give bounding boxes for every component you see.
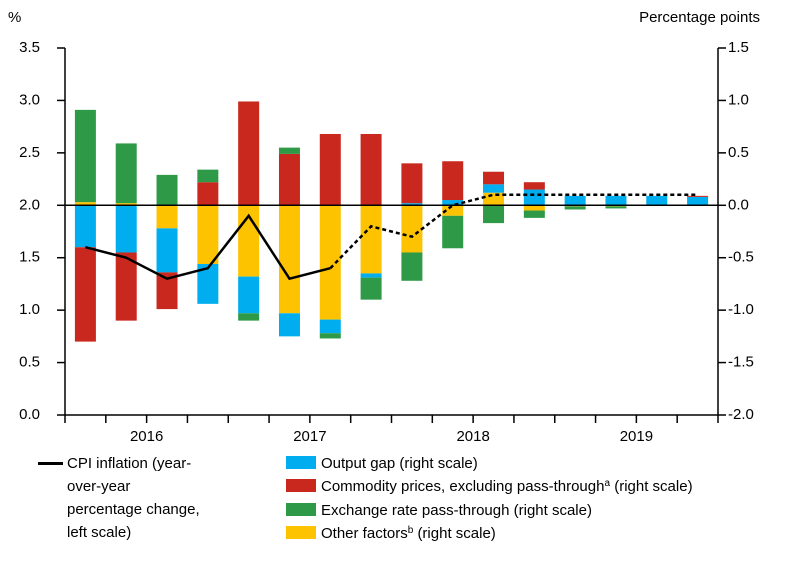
bar-segment [483,184,505,193]
legend-entry: Exchange rate pass-through (right scale) [286,499,592,522]
bar-segment [687,196,709,206]
bar-segment [483,205,505,224]
bar-segment [523,182,545,190]
bar-segment [197,169,219,183]
y-tick-label: 2.0 [19,196,40,213]
bar-segment [319,333,341,339]
legend-swatch [286,479,316,493]
bar-segment [197,205,219,265]
y2-tick-label: -2.0 [728,406,754,423]
bar-segment [360,273,382,278]
y2-tick-label: -0.5 [728,249,754,266]
bar-segment [278,313,300,337]
legend-swatch [286,525,316,539]
x-year-label: 2018 [456,428,489,445]
y2-axis-label: Percentage points [639,9,760,26]
legend-note: a [604,478,611,490]
bar-segment [401,163,423,204]
bar-segment [401,252,423,281]
bar-segment [442,161,464,201]
bar-segment [401,205,423,253]
legend-entry: Output gap (right scale) [286,452,478,475]
bar-segment [115,143,137,204]
x-year-label: 2016 [130,428,163,445]
bar-segment [156,205,178,229]
bar-segment [197,182,219,206]
legend-text: CPI inflation (year-over-year percentage… [67,455,200,541]
bar-segment [360,277,382,300]
y-tick-label: 1.5 [19,249,40,266]
bar-segment [238,313,260,321]
x-year-label: 2017 [293,428,326,445]
bar-segment [360,205,382,274]
cpi-line [329,193,698,270]
legend-suffix: (right scale) [614,478,693,496]
bar-segment [156,228,178,273]
bar-segment [115,252,137,321]
y2-tick-label: 1.5 [728,39,749,56]
y-tick-label: 2.5 [19,144,40,161]
legend-text: Other factors [321,524,408,542]
bar-segment [483,192,505,206]
x-year-label: 2019 [620,428,653,445]
bar-segment [401,203,423,206]
bar-segment [278,205,300,314]
y-tick-label: 3.5 [19,39,40,56]
bar-segment [483,171,505,185]
legend-note: b [407,524,414,536]
bar-segment [605,195,627,206]
y2-tick-label: -1.5 [728,354,754,371]
legend-text: Output gap (right scale) [321,455,478,472]
bar-segment [523,210,545,218]
bar-segment [319,319,341,334]
bar-segment [646,195,668,206]
legend-suffix: (right scale) [417,524,496,542]
legend-entry: Commodity prices, excluding pass-through… [286,475,693,498]
legend-line-entry: CPI inflation (year-over-year percentage… [38,452,213,544]
cpi-line [85,213,331,281]
y-tick-label: 0.5 [19,354,40,371]
bar-segment [74,202,96,206]
bar-segment [156,272,178,310]
legend-swatch [286,502,316,516]
bar-segment [523,189,545,206]
bar-segment [564,195,586,206]
bar-segment [360,133,382,206]
bar-segment [564,206,586,210]
bar-segment [278,147,300,154]
bar-segment [319,205,341,320]
legend-line-swatch [38,462,63,465]
y2-tick-label: 0.0 [728,196,749,213]
bar-segment [74,109,96,203]
bar-segment [442,200,464,206]
y2-tick-label: -1.0 [728,301,754,318]
bar-segment [115,205,137,253]
bar-segment [197,264,219,304]
bar-segment [319,133,341,206]
bar-segment [687,195,709,197]
y2-tick-label: 0.5 [728,144,749,161]
bar-segment [238,101,260,206]
bar-segment [74,247,96,342]
bar-segment [156,174,178,206]
legend-text: Commodity prices, excluding pass-through [321,478,605,496]
bar-segment [442,215,464,249]
legend-swatch [286,456,316,469]
y2-tick-label: 1.0 [728,91,749,108]
bar-segment [278,153,300,206]
y-axis-label: % [8,9,21,26]
y-tick-label: 3.0 [19,91,40,108]
bar-segment [115,203,137,206]
bar-segment [442,205,464,216]
bar-segment [605,206,627,209]
bar-segment [238,276,260,314]
y-tick-label: 0.0 [19,406,40,423]
legend-entry: Other factorsb (right scale) [286,522,496,545]
bar-segment [74,205,96,248]
y-tick-label: 1.0 [19,301,40,318]
legend-text: Exchange rate pass-through (right scale) [321,501,592,519]
bar-segment [523,205,545,211]
